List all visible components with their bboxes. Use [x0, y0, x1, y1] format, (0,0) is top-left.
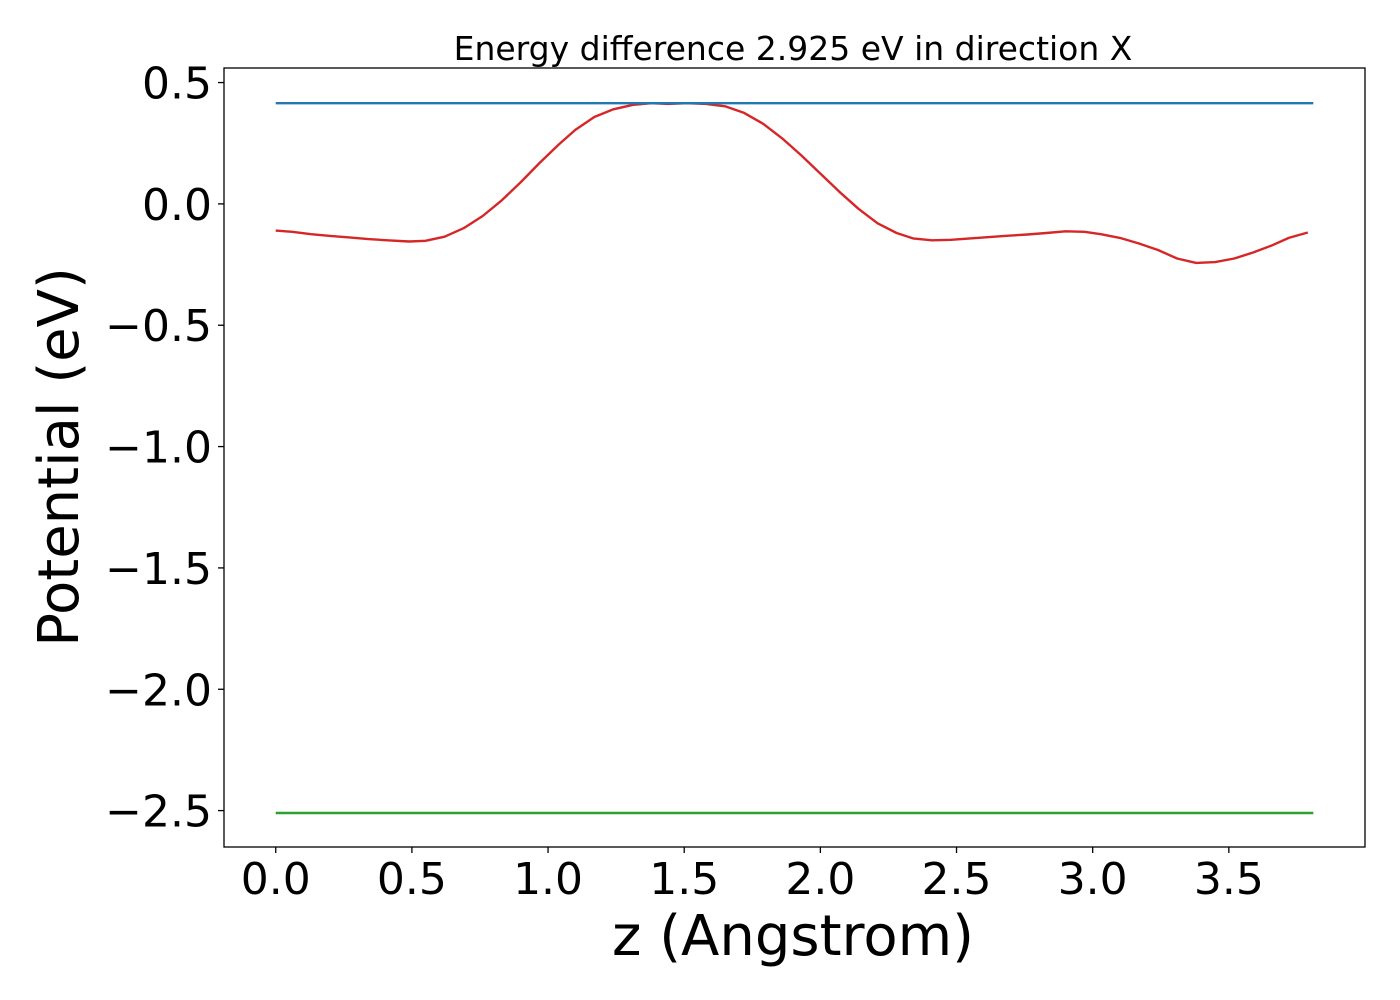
x-tick-label: 0.5	[377, 854, 447, 905]
x-tick-label: 0.0	[241, 854, 311, 905]
y-tick-label: −0.5	[105, 301, 212, 352]
y-tick-label: −1.5	[105, 544, 212, 595]
y-tick-label: 0.5	[142, 59, 212, 110]
series-line-0	[275, 101, 1309, 265]
x-tick-label: 1.5	[649, 854, 719, 905]
y-tick-label: −2.5	[105, 787, 212, 838]
x-axis-label: z (Angstrom)	[612, 904, 974, 969]
x-tick-label: 3.5	[1194, 854, 1264, 905]
x-tick-label: 3.0	[1058, 854, 1128, 905]
plot-frame	[223, 67, 1366, 848]
y-axis-label: Potential (eV)	[27, 267, 92, 647]
x-axis: 0.0 0.5 1.0 1.5 2.0 2.5 3.0 3.5	[241, 847, 1264, 905]
series-layer	[275, 101, 1314, 815]
chart-title: Energy difference 2.925 eV in direction …	[454, 29, 1133, 68]
y-tick-label: −1.0	[105, 423, 212, 474]
y-tick-label: −2.0	[105, 665, 212, 716]
x-tick-label: 2.0	[785, 854, 855, 905]
y-axis: 0.5 0.0 −0.5 −1.0 −1.5 −2.0 −2.5	[105, 59, 224, 838]
x-tick-label: 2.5	[922, 854, 992, 905]
x-tick-label: 1.0	[513, 854, 583, 905]
y-tick-label: 0.0	[142, 180, 212, 231]
